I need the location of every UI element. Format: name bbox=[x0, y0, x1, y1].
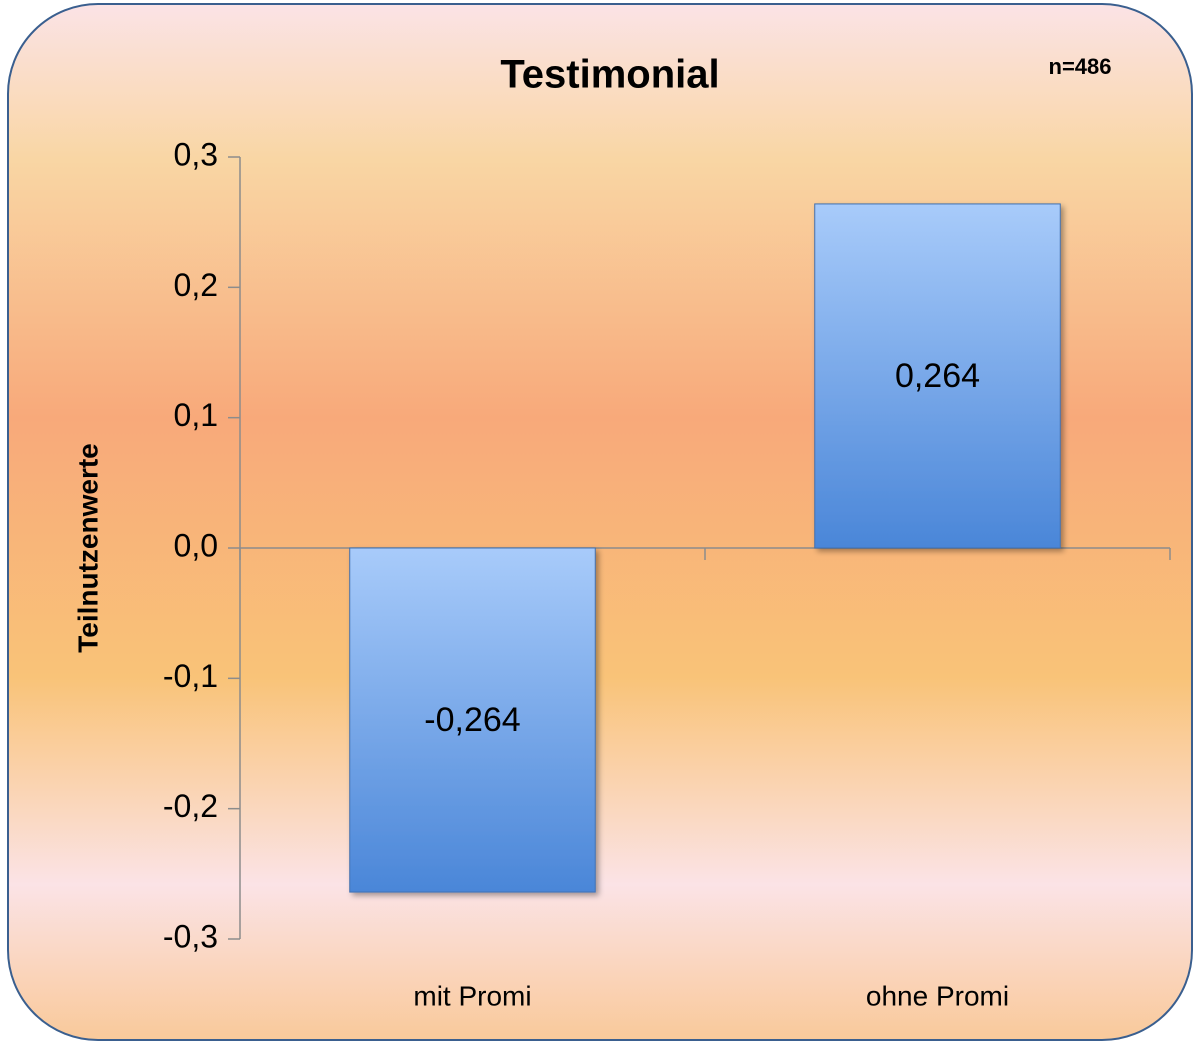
y-tick-label: -0,3 bbox=[163, 918, 218, 954]
x-tick-label: mit Promi bbox=[413, 980, 531, 1011]
bar bbox=[349, 547, 596, 893]
bar bbox=[814, 203, 1061, 549]
chart-title: Testimonial bbox=[500, 53, 719, 97]
y-tick-label: 0,0 bbox=[174, 527, 218, 563]
annotation: n=486 bbox=[1049, 54, 1112, 79]
y-tick-label: 0,2 bbox=[174, 267, 218, 303]
x-tick-label: ohne Promi bbox=[866, 980, 1009, 1011]
y-tick-label: 0,3 bbox=[174, 136, 218, 172]
y-tick-label: -0,2 bbox=[163, 788, 218, 824]
y-tick-label: -0,1 bbox=[163, 658, 218, 694]
value-label: -0,264 bbox=[424, 701, 520, 739]
y-tick-label: 0,1 bbox=[174, 397, 218, 433]
y-axis-label: Teilnutzenwerte bbox=[72, 443, 103, 653]
value-label: 0,264 bbox=[895, 357, 980, 395]
